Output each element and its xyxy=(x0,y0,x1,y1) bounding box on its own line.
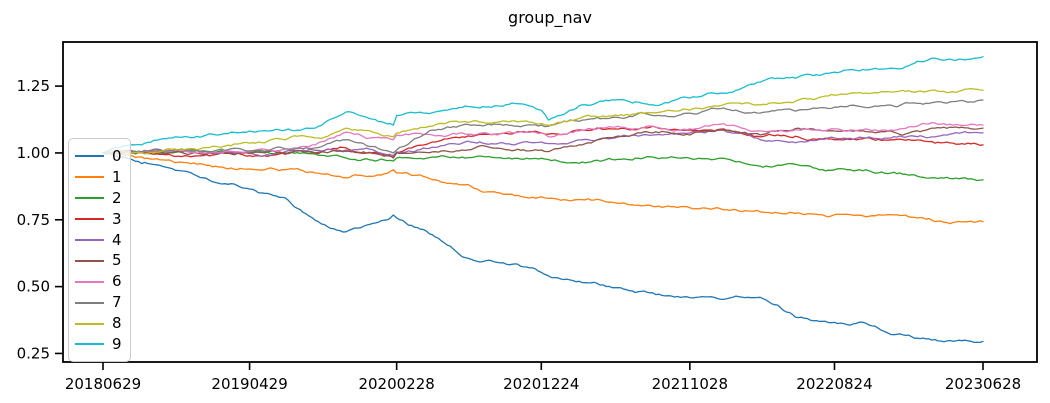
legend-row: 7 xyxy=(75,292,124,313)
series-line-0 xyxy=(102,152,984,344)
x-tick-label: 20200228 xyxy=(358,375,434,393)
legend-line-swatch xyxy=(75,322,104,325)
legend-row: 6 xyxy=(75,271,124,292)
x-tick-label: 20190429 xyxy=(211,375,287,393)
y-tick-label: 0.25 xyxy=(17,344,50,362)
series-line-8 xyxy=(102,88,984,155)
legend-line-swatch xyxy=(75,280,104,283)
y-tick-label: 0.50 xyxy=(17,278,50,296)
x-tick-label: 20230628 xyxy=(945,375,1021,393)
legend-line-swatch xyxy=(75,259,104,262)
x-tick-label: 20220824 xyxy=(796,375,872,393)
legend: 0 1 2 3 4 5 6 7 8 9 xyxy=(68,138,131,362)
series-line-1 xyxy=(102,151,984,225)
series-line-9 xyxy=(102,56,984,154)
legend-label: 4 xyxy=(112,230,122,249)
legend-row: 2 xyxy=(75,188,124,209)
legend-label: 1 xyxy=(112,167,122,186)
series-line-2 xyxy=(102,148,984,182)
legend-row: 9 xyxy=(75,334,124,355)
legend-row: 5 xyxy=(75,250,124,271)
series-line-7 xyxy=(102,99,984,155)
legend-row: 3 xyxy=(75,209,124,230)
y-tick-label: 0.75 xyxy=(17,211,50,229)
legend-line-swatch xyxy=(75,155,104,158)
legend-row: 1 xyxy=(75,167,124,188)
legend-label: 0 xyxy=(112,146,122,165)
x-tick-label: 20211028 xyxy=(652,375,728,393)
x-tick-label: 20180629 xyxy=(65,375,141,393)
legend-row: 8 xyxy=(75,313,124,334)
legend-label: 5 xyxy=(112,251,122,270)
y-tick-label: 1.00 xyxy=(17,144,50,162)
legend-label: 6 xyxy=(112,272,122,291)
legend-row: 0 xyxy=(75,146,124,167)
legend-line-swatch xyxy=(75,239,104,241)
legend-label: 3 xyxy=(112,209,122,228)
series-line-5 xyxy=(102,126,984,158)
legend-label: 2 xyxy=(112,188,122,207)
legend-row: 4 xyxy=(75,230,124,251)
legend-label: 7 xyxy=(112,293,122,312)
legend-line-swatch xyxy=(75,176,104,179)
legend-label: 8 xyxy=(112,314,122,333)
y-tick-label: 1.25 xyxy=(17,77,50,95)
legend-line-swatch xyxy=(75,218,104,221)
legend-line-swatch xyxy=(75,301,104,304)
legend-line-swatch xyxy=(75,343,104,346)
legend-line-swatch xyxy=(75,197,104,200)
x-tick-label: 20201224 xyxy=(503,375,579,393)
axes-spines xyxy=(62,41,1038,363)
legend-label: 9 xyxy=(112,334,122,353)
chart-title: group_nav xyxy=(508,8,592,27)
